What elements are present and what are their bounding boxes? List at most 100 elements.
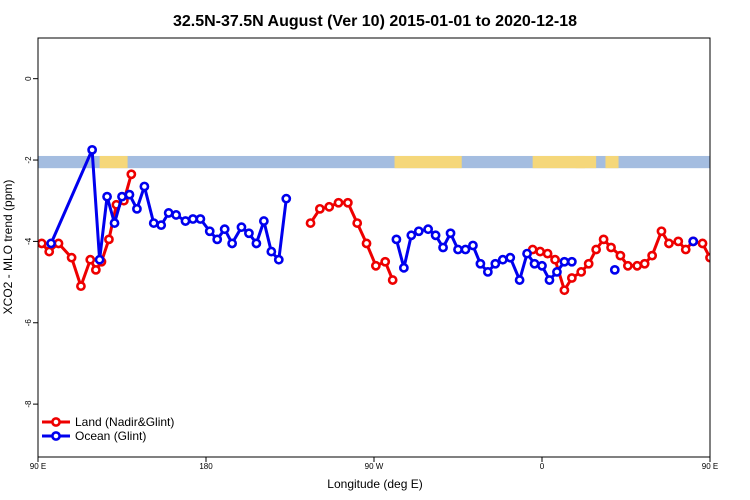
data-point (656, 226, 667, 237)
data-point (647, 250, 658, 261)
x-tick-label: 90 W (365, 462, 384, 471)
series-ocean (46, 144, 699, 285)
data-point (430, 230, 441, 241)
data-point (615, 250, 626, 261)
x-tick-label: 90 E (702, 462, 718, 471)
data-point (227, 238, 238, 249)
data-point (109, 218, 120, 228)
legend-label: Land (Nadir&Glint) (75, 415, 174, 429)
x-axis: 90 E 180 90 W 0 90 E (30, 457, 718, 471)
data-point (522, 248, 532, 259)
legend: Land (Nadir&Glint)Ocean (Glint) (42, 415, 174, 443)
data-point (188, 214, 198, 224)
series-land (38, 169, 710, 296)
plot-area (38, 144, 710, 296)
data-point (266, 246, 277, 257)
data-point (87, 144, 98, 155)
data-point (566, 256, 577, 267)
data-point (490, 258, 501, 269)
data-point (505, 252, 516, 263)
data-point (85, 254, 96, 265)
data-point (673, 236, 684, 247)
x-tick-label: 0 (540, 462, 545, 471)
data-point (212, 234, 223, 245)
data-point (148, 218, 159, 228)
x-tick-label: 90 E (30, 462, 46, 471)
data-point (102, 191, 112, 202)
data-point (117, 191, 127, 202)
y-tick-label: -4 (24, 237, 33, 245)
data-point (413, 226, 424, 237)
data-point (406, 230, 417, 241)
data-point (559, 256, 570, 267)
data-point (352, 218, 363, 228)
data-point (475, 258, 486, 269)
data-point (606, 242, 616, 253)
data-point (204, 226, 215, 237)
data-point (139, 181, 150, 192)
data-point (380, 256, 391, 267)
data-point (195, 214, 206, 224)
data-point (90, 264, 101, 275)
x-axis-label: Longitude (deg E) (327, 477, 422, 491)
data-point (591, 244, 602, 255)
x-tick-label: 180 (199, 462, 213, 471)
data-point (398, 262, 409, 273)
data-point (697, 238, 708, 249)
data-point (171, 210, 182, 220)
data-point (324, 201, 335, 212)
data-point (132, 203, 142, 214)
chart-title: 32.5N-37.5N August (Ver 10) 2015-01-01 t… (173, 13, 577, 30)
data-point (370, 260, 381, 271)
data-point (163, 208, 174, 218)
data-point (453, 244, 463, 255)
data-point (664, 238, 674, 249)
data-point (94, 254, 105, 265)
y-tick-label: -2 (24, 156, 33, 164)
legend-marker (51, 431, 61, 441)
data-point (460, 244, 471, 255)
data-point (44, 246, 55, 257)
data-point (66, 252, 77, 263)
y-axis-label: XCO2 - MLO trend (ppm) (1, 180, 15, 315)
data-point (445, 228, 456, 239)
data-point (244, 228, 254, 239)
legend-marker (51, 417, 61, 427)
data-point (497, 254, 508, 265)
data-point (156, 220, 167, 231)
data-point (53, 238, 64, 249)
y-tick-label: -6 (24, 319, 33, 327)
land-mask-segment (605, 155, 619, 169)
data-point (639, 258, 650, 269)
data-point (514, 275, 525, 285)
data-point (38, 238, 47, 249)
data-point (342, 197, 353, 208)
data-point (680, 244, 691, 255)
data-point (705, 252, 710, 263)
data-point (598, 234, 609, 245)
data-point (535, 246, 546, 257)
data-point (305, 218, 316, 228)
y-axis: 0 -2 -4 -6 -8 (24, 76, 38, 408)
y-tick-label: -8 (24, 400, 33, 408)
data-point (537, 260, 547, 271)
land-mask-segment (394, 155, 462, 169)
data-point (236, 222, 247, 233)
data-point (251, 238, 262, 249)
data-point (583, 258, 594, 269)
data-point (609, 264, 620, 275)
data-point (438, 242, 448, 253)
data-point (529, 258, 540, 269)
data-point (124, 189, 135, 200)
data-point (482, 267, 493, 277)
data-point (550, 254, 560, 265)
legend-label: Ocean (Glint) (75, 429, 146, 443)
data-point (576, 267, 587, 277)
data-point (552, 267, 562, 277)
data-point (333, 197, 344, 208)
land-mask-segment (99, 155, 128, 169)
y-tick-label: 0 (24, 76, 33, 81)
data-point (104, 234, 114, 245)
